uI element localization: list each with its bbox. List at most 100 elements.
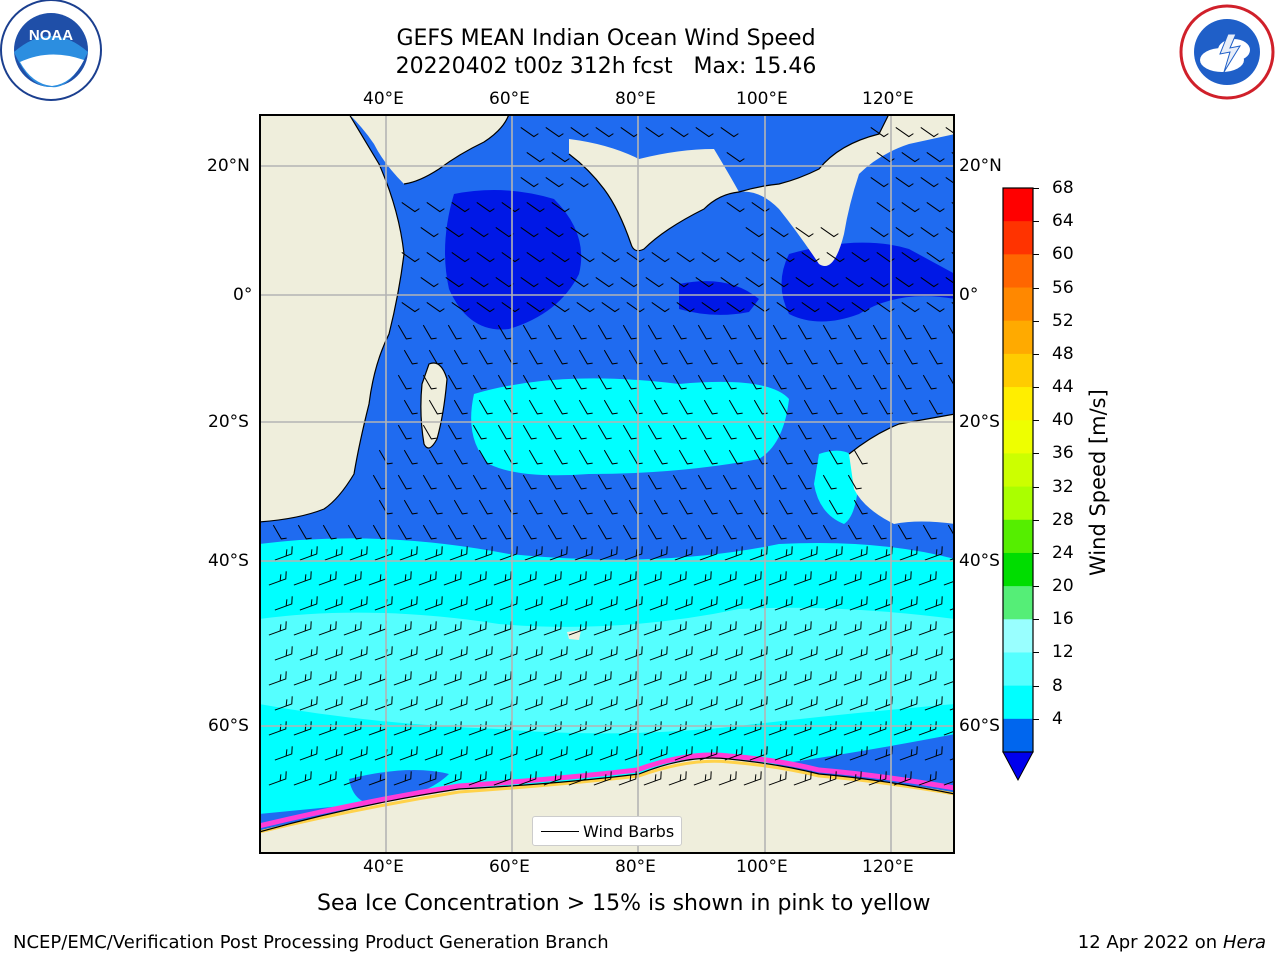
wind-barb <box>797 524 812 540</box>
wind-barb <box>868 671 887 686</box>
wind-barb <box>672 474 687 490</box>
wind-barb <box>703 449 718 465</box>
wind-barb <box>693 621 712 636</box>
wind-barb <box>697 474 712 490</box>
wind-barb <box>268 671 287 686</box>
wind-barb <box>643 571 662 586</box>
wind-barb <box>799 746 818 761</box>
wind-barb <box>322 524 337 540</box>
wind-barb <box>801 252 820 263</box>
wind-barb <box>474 746 493 761</box>
wind-barb <box>472 474 487 490</box>
wind-barb <box>626 302 645 313</box>
wind-barb <box>603 499 618 515</box>
wind-barb <box>672 374 687 390</box>
wind-barb <box>924 546 943 561</box>
wind-barb <box>674 546 693 561</box>
wind-barb <box>268 621 287 636</box>
wind-barb <box>745 227 764 238</box>
wind-barb <box>428 449 443 465</box>
colorbar-segment <box>1003 486 1033 521</box>
wind-barb <box>397 474 412 490</box>
wind-barb <box>393 621 412 636</box>
wind-barb <box>274 746 293 761</box>
wind-barb <box>478 399 493 415</box>
wind-barb <box>497 524 512 540</box>
wind-barb <box>697 424 712 440</box>
wind-barb <box>924 596 943 611</box>
wind-barb <box>476 202 495 213</box>
wind-barb <box>897 374 912 390</box>
wind-barb <box>851 252 870 263</box>
wind-barb <box>347 524 362 540</box>
wind-barb <box>847 524 862 540</box>
wind-barb <box>493 571 512 586</box>
lon-tick-top-100e: 100°E <box>736 89 788 109</box>
wind-barb <box>778 449 793 465</box>
wind-barb <box>947 324 955 340</box>
wind-barb <box>543 771 562 786</box>
footer-host: Hera <box>1222 932 1266 953</box>
wind-barb <box>424 646 443 661</box>
wind-barb <box>793 771 812 786</box>
wind-barb <box>818 771 837 786</box>
wind-barb <box>822 524 837 540</box>
wind-barb <box>853 499 868 515</box>
wind-barb <box>776 252 795 263</box>
colorbar-segment <box>1003 552 1033 587</box>
wind-barb <box>918 571 937 586</box>
wind-barb <box>343 771 362 786</box>
wind-barb <box>722 524 737 540</box>
lat-tick-right-20s: 20°S <box>959 412 1000 432</box>
wind-barb <box>603 349 618 365</box>
wind-barb <box>545 177 564 188</box>
wind-barb <box>393 671 412 686</box>
wind-barb <box>699 746 718 761</box>
wind-barb <box>943 671 955 686</box>
wind-barb <box>797 474 812 490</box>
wind-barb <box>945 227 955 238</box>
colorbar-segment <box>1003 519 1033 554</box>
footer-credit: NCEP/EMC/Verification Post Processing Pr… <box>13 932 609 953</box>
colorbar-segment <box>1003 188 1033 222</box>
wind-barb <box>447 524 462 540</box>
wind-barb <box>551 152 570 163</box>
footer-date: 12 Apr 2022 on Hera <box>1078 932 1266 953</box>
wind-barb <box>299 746 318 761</box>
wind-barb <box>397 374 412 390</box>
wind-barb <box>343 671 362 686</box>
wind-barb <box>593 771 612 786</box>
wind-barb <box>824 646 843 661</box>
lat-tick-left-20s: 20°S <box>208 412 249 432</box>
wind-barb <box>678 349 693 365</box>
wind-barb <box>922 374 937 390</box>
wind-barb <box>428 499 443 515</box>
wind-barb <box>593 671 612 686</box>
wind-barb <box>918 671 937 686</box>
wind-barb <box>401 252 420 263</box>
wind-barb <box>795 227 814 238</box>
wind-barb <box>422 374 437 390</box>
colorbar-segment <box>1003 287 1033 322</box>
wind-barb <box>899 546 918 561</box>
wind-barb <box>703 399 718 415</box>
wind-barb <box>570 277 589 288</box>
wind-barb <box>849 646 868 661</box>
wind-barb <box>847 374 862 390</box>
wind-barb <box>845 277 864 288</box>
wind-barb <box>476 302 495 313</box>
wind-barb <box>672 524 687 540</box>
wind-barb <box>753 499 768 515</box>
colorbar-segment <box>1003 652 1033 687</box>
wind-barb <box>472 324 487 340</box>
wind-barb <box>724 646 743 661</box>
wind-barb <box>822 374 837 390</box>
wind-barb <box>928 399 943 415</box>
colorbar-graphic <box>1002 187 1034 782</box>
wind-barb <box>518 571 537 586</box>
wind-barb <box>651 302 670 313</box>
wind-barb <box>543 621 562 636</box>
noaa-logo: NOAA <box>0 0 102 101</box>
wind-barb <box>924 646 943 661</box>
wind-barb <box>722 374 737 390</box>
